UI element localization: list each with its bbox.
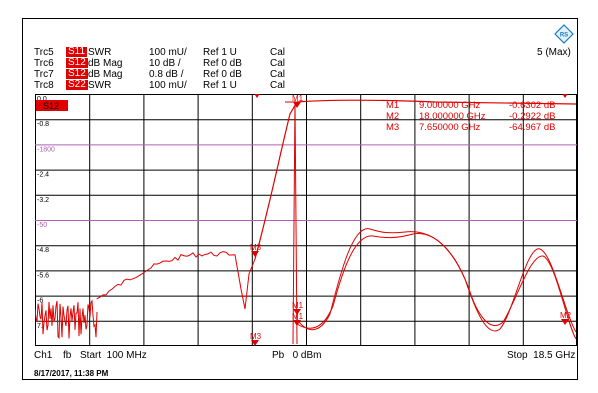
trace-ref-trc7: Ref 0 dB bbox=[203, 69, 242, 80]
analyzer-screen bbox=[22, 18, 578, 380]
marker-m3-bottom-triangle[interactable] bbox=[251, 340, 259, 346]
trace-param-trc7[interactable]: S12 bbox=[66, 68, 88, 79]
marker-m2-bottom-label: M2 bbox=[560, 311, 572, 320]
trace-s11-swr bbox=[296, 228, 577, 333]
trace-name-trc6: Trc6 bbox=[34, 58, 54, 69]
y-tick-label: -2.4 bbox=[37, 172, 49, 179]
footer-channel: Ch1 bbox=[34, 350, 53, 361]
max-label: 5 (Max) bbox=[537, 47, 571, 58]
marker-row-m3-value: -64.967 dB bbox=[509, 122, 555, 133]
trace-plot[interactable]: 0.0-0.8-1800-2.4-3.2-50-4.8-5.6-67. M3M1… bbox=[35, 94, 577, 346]
trace-cal-trc5: Cal bbox=[270, 47, 286, 58]
trace-cal-trc7: Cal bbox=[270, 69, 286, 80]
marker-row-m2-freq: 18.000000 GHz bbox=[419, 111, 486, 122]
y-tick-label: -1800 bbox=[37, 146, 55, 153]
marker-m3-bottom-label: M3 bbox=[250, 332, 262, 341]
trace-scale-trc8: 100 mU/ bbox=[149, 80, 187, 91]
marker-m1-bottom-label: M1 bbox=[292, 301, 304, 310]
svg-text:RS: RS bbox=[560, 33, 568, 39]
marker-m3-mid-label: M3 bbox=[250, 243, 262, 252]
footer-start[interactable]: Start 100 MHz bbox=[80, 350, 147, 361]
active-trace-tag[interactable] bbox=[36, 100, 68, 111]
trace-noise-lowband bbox=[35, 299, 98, 340]
footer-stop[interactable]: Stop 18.5 GHz bbox=[507, 350, 576, 361]
marker-m1-low-label: M1 bbox=[292, 312, 304, 321]
trace-scale-trc7: 0.8 dB / bbox=[149, 69, 184, 80]
trace-format-trc6: dB Mag bbox=[88, 58, 123, 69]
timestamp: 8/17/2017, 11:38 PM bbox=[34, 369, 109, 378]
trace-format-trc5: SWR bbox=[88, 47, 112, 58]
trace-vertical-edge-2 bbox=[292, 99, 296, 345]
rs-logo-icon: RS bbox=[554, 24, 574, 44]
trace-ref-trc8: Ref 1 U bbox=[203, 80, 237, 91]
footer-power[interactable]: Pb 0 dBm bbox=[272, 350, 322, 361]
trace-curves bbox=[35, 99, 577, 345]
marker-m1-low-triangle[interactable] bbox=[293, 320, 301, 326]
y-tick-label: -4.8 bbox=[37, 247, 49, 254]
marker-row-m1-value: -0.6302 dB bbox=[509, 100, 555, 111]
marker-row-m2-name: M2 bbox=[386, 111, 399, 122]
trace-param-trc8[interactable]: S22 bbox=[66, 79, 88, 90]
y-tick-labels: 0.0 -0.8 -1800 -2.4 -3.2 -50 -4.8 -5.6 -6 7. bbox=[37, 96, 55, 330]
marker-glyphs: M3M1M2M1M3M1M1M3M2 bbox=[250, 94, 572, 346]
trace-ref-trc6: Ref 0 dB bbox=[203, 58, 242, 69]
footer-mode: fb bbox=[63, 350, 72, 361]
marker-row-m1-freq: 9.000000 GHz bbox=[419, 100, 481, 111]
marker-table: M1 9.000000 GHz -0.6302 dB M2 18.000000 … bbox=[386, 100, 555, 133]
trace-param-trc6[interactable]: S12 bbox=[66, 57, 88, 68]
trace-format-trc7: dB Mag bbox=[88, 69, 123, 80]
marker-m3-mid-triangle[interactable] bbox=[251, 251, 259, 257]
marker-row-m2-value: -0.2922 dB bbox=[509, 111, 555, 122]
y-tick-label: 0.0 bbox=[37, 96, 47, 103]
y-tick-label: -50 bbox=[37, 222, 47, 229]
y-tick-label: 7. bbox=[37, 323, 43, 330]
marker-m1-mid-label: M1 bbox=[292, 94, 304, 103]
trace-name-trc5: Trc5 bbox=[34, 47, 54, 58]
trace-scale-trc5: 100 mU/ bbox=[149, 47, 187, 58]
y-tick-label: -5.6 bbox=[37, 272, 49, 279]
trace-passband bbox=[254, 99, 577, 260]
marker-row-m1-name: M1 bbox=[386, 100, 399, 111]
active-trace-label: S12 bbox=[43, 101, 59, 111]
marker-m2-top-triangle[interactable] bbox=[561, 94, 569, 98]
trace-scale-trc6: 10 dB / bbox=[149, 58, 181, 69]
marker-m1-bottom-triangle[interactable] bbox=[293, 309, 301, 315]
trace-name-trc8: Trc8 bbox=[34, 80, 54, 91]
y-tick-label: -0.8 bbox=[37, 121, 49, 128]
plot-grid bbox=[35, 94, 577, 346]
trace-cal-trc8: Cal bbox=[270, 80, 286, 91]
trace-ref-trc5: Ref 1 U bbox=[203, 47, 237, 58]
trace-format-trc8: SWR bbox=[88, 80, 112, 91]
trace-cal-trc6: Cal bbox=[270, 58, 286, 69]
marker-m2-bottom-triangle[interactable] bbox=[561, 319, 569, 325]
trace-s22-swr bbox=[296, 233, 577, 340]
marker-row-m3-name: M3 bbox=[386, 122, 399, 133]
marker-m3-top-triangle[interactable] bbox=[253, 94, 261, 98]
y-tick-label: -3.2 bbox=[37, 197, 49, 204]
y-tick-label: -6 bbox=[37, 298, 43, 305]
trace-stopband bbox=[96, 251, 256, 310]
trace-param-trc5[interactable]: S11 bbox=[66, 46, 88, 57]
marker-m1-mid-triangle[interactable] bbox=[293, 102, 301, 108]
marker-row-m3-freq: 7.650000 GHz bbox=[419, 122, 481, 133]
trace-name-trc7: Trc7 bbox=[34, 69, 54, 80]
